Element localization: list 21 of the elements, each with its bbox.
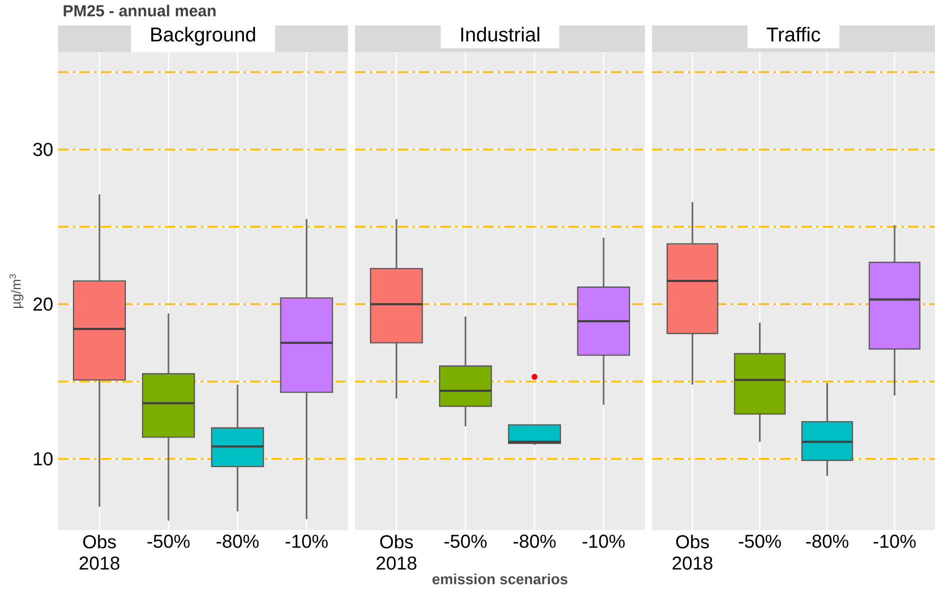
y-tick-label: 20 [33, 298, 53, 311]
y-tick-label: 10 [34, 452, 53, 466]
x-tick-label: -10% [582, 534, 625, 548]
x-tick-label: -10% [286, 534, 328, 548]
x-tick-label: Obs 2018 [376, 534, 416, 570]
x-tick-label: -80% [514, 534, 556, 548]
x-tick-label: Obs 2018 [80, 534, 120, 570]
x-tick-label: -50% [738, 534, 781, 548]
x-tick-label: -10% [874, 534, 916, 548]
x-tick-label: -50% [444, 534, 487, 548]
x-tick-label: -50% [148, 534, 190, 548]
chart-subtitle: Background [151, 26, 256, 46]
x-tick-label: -80% [806, 534, 848, 548]
x-axis-title: emission scenarios [432, 574, 568, 584]
x-tick-label: -80% [216, 534, 259, 548]
y-axis-title: µg/m$^{3}$ [9, 274, 24, 308]
chart-subtitle: Traffic [766, 26, 820, 42]
chart-subtitle: Industrial [461, 26, 540, 42]
x-tick-label: Obs 2018 [672, 534, 712, 570]
y-tick-label: 30 [33, 142, 53, 156]
chart-title: PM25 - annual mean [64, 4, 216, 16]
